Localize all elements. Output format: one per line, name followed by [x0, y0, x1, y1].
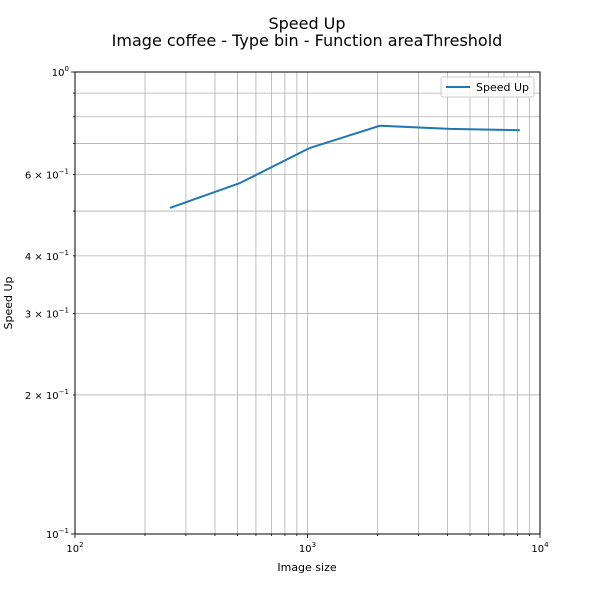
y-minor-tick-label: 4 × 10−1	[25, 249, 69, 263]
y-tick-label: 100	[52, 65, 69, 79]
chart-title: Speed Up	[268, 14, 345, 33]
x-axis-label: Image size	[277, 561, 337, 574]
axis-ticks	[71, 71, 541, 538]
legend-box	[440, 76, 535, 98]
x-tick-label: 102	[66, 541, 83, 555]
y-axis-label: Speed Up	[2, 276, 15, 329]
series-line-0	[169, 124, 520, 209]
y-minor-tick-label: 6 × 10−1	[25, 167, 69, 181]
y-tick-label: 10−1	[46, 527, 69, 541]
y-minor-tick-label: 2 × 10−1	[25, 388, 69, 402]
grid-lines	[74, 71, 541, 535]
legend: Speed Up	[440, 76, 535, 98]
series-layer	[169, 124, 520, 209]
legend-label: Speed Up	[476, 81, 529, 94]
chart-subtitle: Image coffee - Type bin - Function areaT…	[112, 31, 503, 50]
tick-labels: 102 103 104 10−1 100 2 × 10−1 3 × 10−1 4 × 10−1…	[25, 65, 549, 555]
x-tick-label: 104	[531, 541, 549, 555]
y-minor-tick-label: 3 × 10−1	[25, 307, 69, 321]
x-tick-label: 103	[299, 541, 316, 555]
